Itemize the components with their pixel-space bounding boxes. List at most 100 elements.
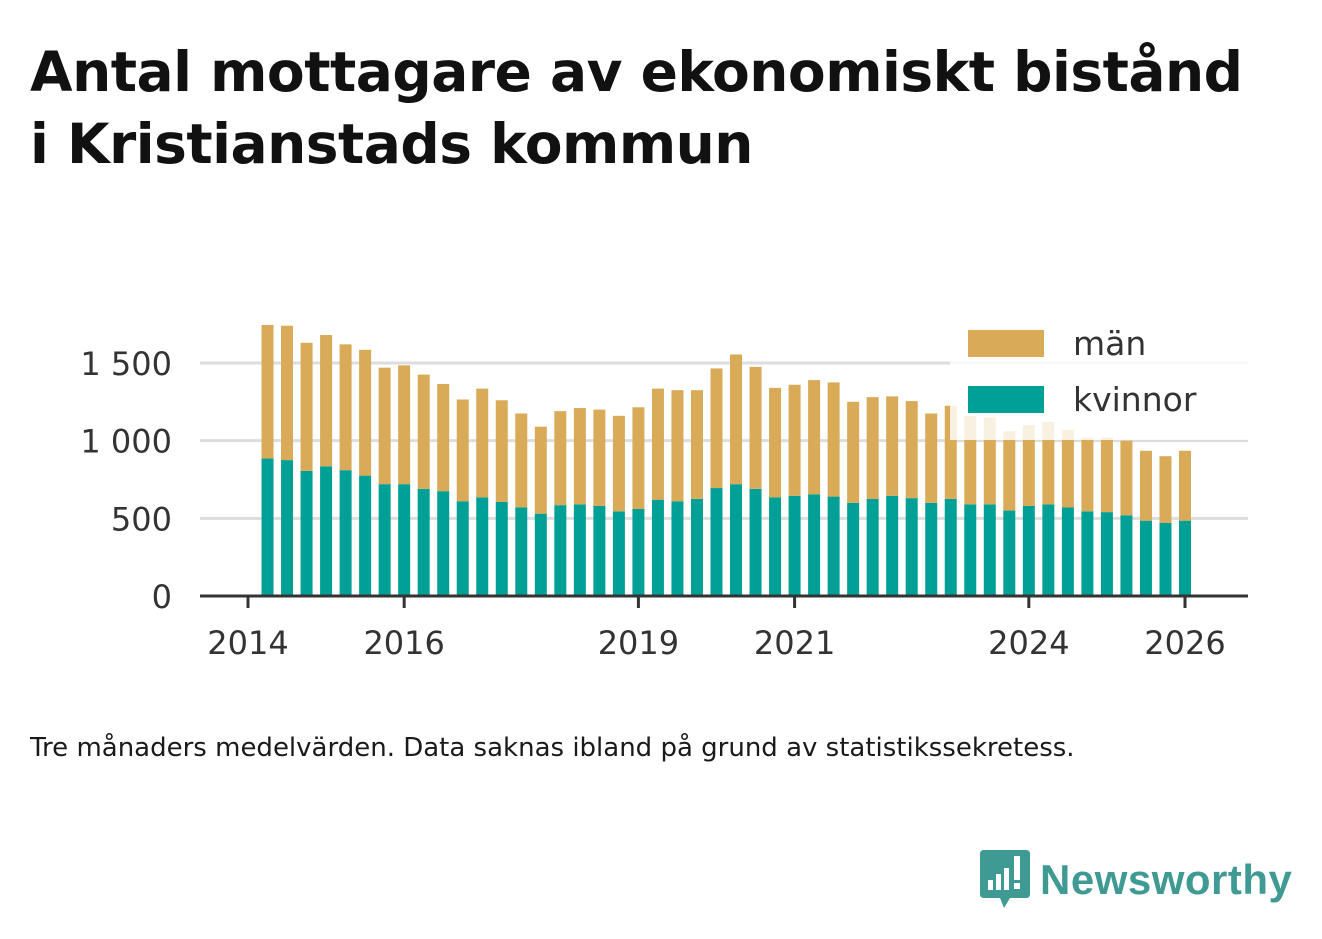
bar-kvinnor[interactable]: [905, 498, 918, 596]
bar-kvinnor[interactable]: [320, 466, 333, 596]
bar-man[interactable]: [808, 380, 821, 495]
bar-kvinnor[interactable]: [808, 494, 821, 596]
bar-kvinnor[interactable]: [515, 507, 528, 596]
bar-man[interactable]: [710, 368, 723, 489]
bar-kvinnor[interactable]: [827, 496, 840, 596]
bar-kvinnor[interactable]: [359, 475, 372, 596]
bar-man[interactable]: [534, 426, 547, 514]
bar-man[interactable]: [339, 344, 352, 471]
bar-man[interactable]: [1003, 431, 1016, 511]
y-tick-label: 0: [152, 578, 172, 616]
bar-kvinnor[interactable]: [378, 484, 391, 596]
bar-man[interactable]: [515, 413, 528, 508]
bar-man[interactable]: [651, 388, 664, 500]
bar-man[interactable]: [476, 388, 489, 498]
bar-kvinnor[interactable]: [1139, 520, 1152, 596]
bar-kvinnor[interactable]: [730, 484, 743, 596]
chart-title-line-2: i Kristianstads kommun: [30, 112, 753, 176]
bar-kvinnor[interactable]: [456, 501, 469, 596]
bar-kvinnor[interactable]: [671, 501, 684, 596]
legend-item-kvinnor[interactable]: kvinnor: [968, 380, 1197, 419]
bar-man[interactable]: [417, 374, 430, 489]
bar-man[interactable]: [1120, 440, 1133, 516]
bar-man[interactable]: [612, 415, 625, 512]
bar-man[interactable]: [671, 390, 684, 502]
bar-kvinnor[interactable]: [1120, 515, 1133, 596]
bar-kvinnor[interactable]: [710, 488, 723, 596]
bar-kvinnor[interactable]: [690, 498, 703, 596]
bar-kvinnor[interactable]: [944, 498, 957, 596]
bar-kvinnor[interactable]: [651, 499, 664, 596]
bar-man[interactable]: [788, 384, 801, 496]
bar-man[interactable]: [1042, 422, 1055, 505]
bar-man[interactable]: [1081, 437, 1094, 512]
bar-man[interactable]: [261, 324, 274, 459]
bar-kvinnor[interactable]: [261, 458, 274, 596]
bar-kvinnor[interactable]: [632, 509, 645, 596]
bar-man[interactable]: [1159, 456, 1172, 523]
bar-man[interactable]: [554, 411, 567, 506]
bar-kvinnor[interactable]: [339, 470, 352, 596]
bar-man[interactable]: [1139, 450, 1152, 521]
bar-man[interactable]: [359, 349, 372, 476]
bar-kvinnor[interactable]: [1003, 510, 1016, 596]
bar-kvinnor[interactable]: [437, 491, 450, 596]
brand-logo[interactable]: Newsworthy: [980, 850, 1292, 910]
x-axis: 2014 2016 2019 2021 2024 2026: [200, 594, 1248, 662]
bar-kvinnor[interactable]: [769, 497, 782, 596]
bar-kvinnor[interactable]: [964, 504, 977, 596]
bar-man[interactable]: [593, 409, 606, 506]
bar-man[interactable]: [300, 342, 313, 471]
bar-man[interactable]: [769, 387, 782, 498]
bar-man[interactable]: [320, 335, 333, 467]
bar-kvinnor[interactable]: [886, 495, 899, 596]
bar-man[interactable]: [925, 413, 938, 503]
bar-man[interactable]: [905, 401, 918, 499]
bar-man[interactable]: [456, 399, 469, 502]
bar-kvinnor[interactable]: [925, 502, 938, 596]
bar-kvinnor[interactable]: [300, 470, 313, 596]
bar-kvinnor[interactable]: [847, 502, 860, 596]
bar-kvinnor[interactable]: [398, 484, 411, 596]
bar-man[interactable]: [632, 407, 645, 510]
bar-kvinnor[interactable]: [554, 505, 567, 596]
bar-kvinnor[interactable]: [1100, 512, 1113, 596]
bar-man[interactable]: [398, 365, 411, 485]
bar-kvinnor[interactable]: [281, 460, 294, 596]
bar-man[interactable]: [1061, 429, 1074, 508]
bar-man[interactable]: [437, 383, 450, 492]
bar-man[interactable]: [690, 390, 703, 499]
bar-kvinnor[interactable]: [788, 495, 801, 596]
bar-kvinnor[interactable]: [866, 498, 879, 596]
bar-man[interactable]: [866, 397, 879, 499]
bar-kvinnor[interactable]: [983, 504, 996, 596]
bar-man[interactable]: [886, 396, 899, 496]
bar-kvinnor[interactable]: [1179, 520, 1191, 596]
bar-man[interactable]: [827, 382, 840, 497]
bar-kvinnor[interactable]: [573, 504, 586, 596]
bar-man[interactable]: [1022, 425, 1035, 506]
bar-kvinnor[interactable]: [417, 488, 430, 596]
bar-kvinnor[interactable]: [1061, 507, 1074, 596]
bar-man[interactable]: [378, 367, 391, 485]
bar-man[interactable]: [573, 408, 586, 505]
bar-kvinnor[interactable]: [593, 505, 606, 596]
legend-item-man[interactable]: män: [968, 324, 1146, 363]
bar-kvinnor[interactable]: [476, 497, 489, 596]
bar-kvinnor[interactable]: [495, 502, 508, 596]
bar-kvinnor[interactable]: [1022, 505, 1035, 596]
bar-man[interactable]: [730, 354, 743, 485]
bar-man[interactable]: [495, 400, 508, 503]
bar-kvinnor[interactable]: [1042, 504, 1055, 596]
bar-kvinnor[interactable]: [1081, 511, 1094, 596]
newsworthy-logo-icon: [980, 850, 1030, 908]
bar-kvinnor[interactable]: [1159, 522, 1172, 596]
bar-man[interactable]: [1100, 437, 1113, 513]
bar-kvinnor[interactable]: [612, 511, 625, 596]
bar-kvinnor[interactable]: [749, 488, 762, 596]
bar-man[interactable]: [749, 366, 762, 489]
bar-man[interactable]: [847, 401, 860, 503]
bar-man[interactable]: [1179, 450, 1191, 521]
bar-kvinnor[interactable]: [534, 513, 547, 596]
bar-man[interactable]: [281, 325, 294, 461]
